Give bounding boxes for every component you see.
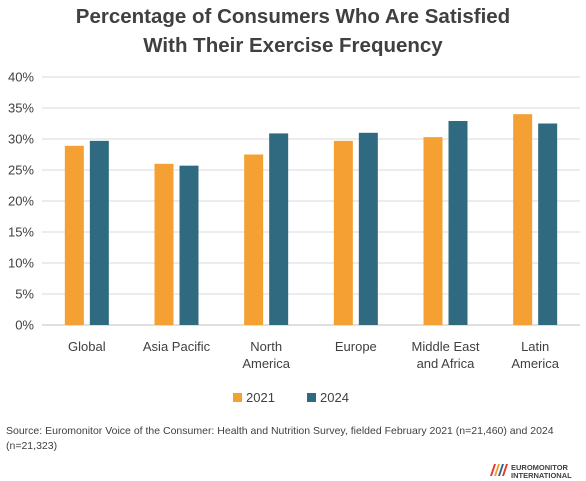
- legend-swatch-2024: [307, 393, 316, 402]
- logo-text-line2: INTERNATIONAL: [511, 471, 572, 480]
- y-tick-label: 25%: [8, 163, 34, 178]
- x-category-label: Asia Pacific: [143, 339, 211, 354]
- y-tick-label: 30%: [8, 132, 34, 147]
- logo-stripes-icon: [490, 464, 508, 476]
- bar-2024: [358, 132, 378, 325]
- bar-2024: [89, 140, 109, 325]
- y-tick-label: 15%: [8, 225, 34, 240]
- legend-swatch-2021: [233, 393, 242, 402]
- bar-2024: [448, 121, 468, 326]
- legend: 2021 2024: [233, 390, 349, 405]
- x-category-label: and Africa: [417, 356, 476, 371]
- gridlines: [42, 76, 580, 326]
- x-category-label: America: [511, 356, 559, 371]
- euromonitor-logo: EUROMONITOR INTERNATIONAL: [490, 463, 572, 480]
- bar-2021: [244, 154, 264, 325]
- legend-label-2021: 2021: [246, 390, 275, 405]
- x-category-label: America: [242, 356, 290, 371]
- chart-title-line-2: With Their Exercise Frequency: [143, 34, 443, 57]
- legend-label-2024: 2024: [320, 390, 349, 405]
- bar-2021: [423, 137, 443, 325]
- y-tick-label: 40%: [8, 70, 34, 85]
- bars: [64, 114, 558, 326]
- bar-2021: [513, 114, 533, 325]
- chart-title: Percentage of Consumers Who Are Satisfie…: [76, 5, 510, 57]
- y-tick-label: 0%: [15, 318, 34, 333]
- y-axis-ticks: 0% 5% 10% 15% 20% 25% 30% 35% 40%: [8, 70, 34, 333]
- bar-2021: [154, 163, 174, 325]
- y-tick-label: 10%: [8, 256, 34, 271]
- source-note: Source: Euromonitor Voice of the Consume…: [6, 425, 554, 452]
- bar-2024: [179, 165, 199, 325]
- x-axis-categories: Global Asia Pacific North America Europe Midd…: [68, 339, 560, 371]
- x-category-label: Latin: [521, 339, 549, 354]
- x-category-label: North: [250, 339, 282, 354]
- y-tick-label: 35%: [8, 101, 34, 116]
- y-tick-label: 20%: [8, 194, 34, 209]
- bar-2024: [538, 123, 558, 325]
- bar-2024: [269, 133, 289, 325]
- chart-title-line-1: Percentage of Consumers Who Are Satisfie…: [76, 5, 510, 28]
- bar-2021: [64, 145, 84, 325]
- bar-2021: [333, 140, 353, 325]
- logo-text-line1: EUROMONITOR: [511, 463, 569, 472]
- y-tick-label: 5%: [15, 287, 34, 302]
- x-category-label: Global: [68, 339, 106, 354]
- x-category-label: Europe: [335, 339, 377, 354]
- x-category-label: Middle East: [412, 339, 480, 354]
